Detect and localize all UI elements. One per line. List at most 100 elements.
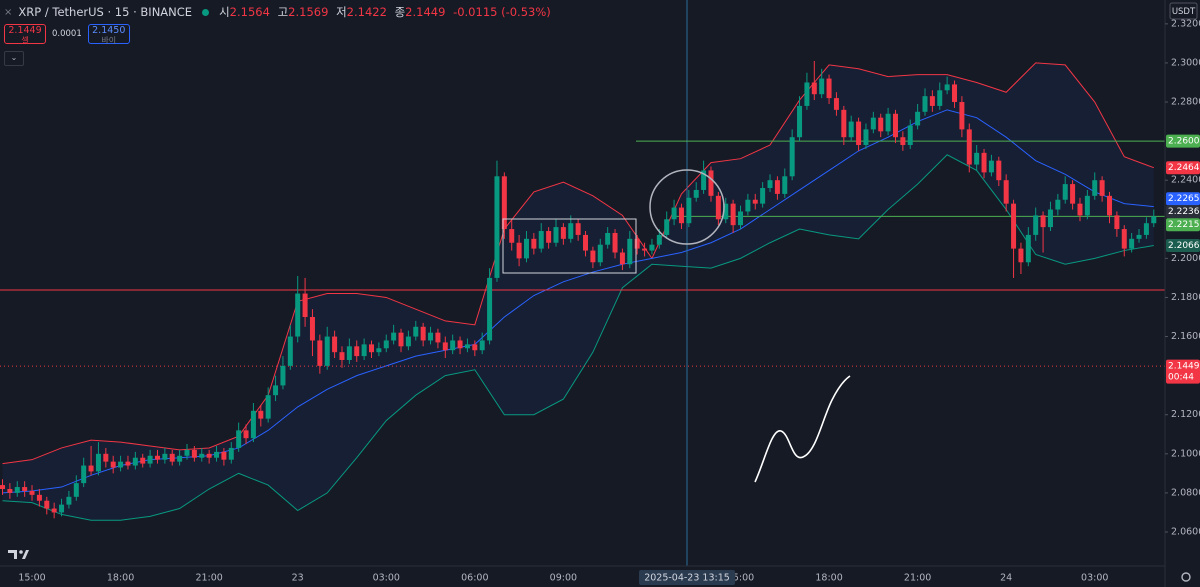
candle-body	[332, 336, 338, 353]
crosshair-tag	[639, 570, 735, 585]
candle-body	[1151, 216, 1157, 224]
price-axis	[1165, 0, 1200, 587]
candle-body	[1099, 180, 1105, 196]
candle-body	[36, 494, 42, 501]
candle-body	[154, 455, 160, 460]
candle-body	[413, 326, 419, 337]
sell-price[interactable]: 2.1449	[8, 25, 42, 36]
candle-body	[619, 252, 625, 265]
candle-body	[1025, 234, 1031, 263]
candle-body	[767, 180, 773, 189]
buy-label[interactable]: 바이	[101, 36, 117, 45]
candle-body	[974, 152, 980, 165]
candle-body	[952, 84, 958, 103]
x-tick-label: 15:00	[727, 573, 754, 584]
ohlc: 시2.1564 고2.1569 저2.1422 종2.1449 -0.0115 …	[219, 4, 555, 20]
symbol[interactable]: XRP / TetherUS · 15 · BINANCE	[18, 5, 193, 19]
y-tick-label: 2.2000	[1171, 253, 1200, 264]
candle-body	[295, 293, 301, 337]
header: × XRP / TetherUS · 15 · BINANCE 시2.1564 …	[4, 2, 555, 66]
candle-body	[339, 352, 345, 361]
candle-body	[760, 188, 766, 204]
buy-price[interactable]: 2.1450	[92, 25, 126, 36]
currency[interactable]: USDT	[1172, 7, 1196, 17]
candle-body	[487, 277, 493, 341]
candle-body	[1121, 229, 1127, 249]
candle-body	[1136, 234, 1142, 239]
candle-body	[147, 455, 153, 464]
price-tag	[1166, 161, 1200, 175]
candle-body	[1077, 203, 1083, 216]
candle-body	[752, 199, 758, 204]
candle-body	[797, 105, 803, 138]
candle-body	[988, 160, 994, 173]
candle-body	[878, 117, 884, 132]
candle-body	[929, 96, 935, 106]
ohlc-label: 저	[336, 5, 347, 19]
candle-body	[863, 129, 869, 146]
candle-body	[774, 180, 780, 194]
candle-body	[782, 176, 788, 194]
price-tag-label: 2.2265	[1168, 194, 1200, 204]
collapse-button[interactable]: ⌄	[4, 51, 24, 66]
buy-button[interactable]: 2.1450 바이	[87, 24, 130, 45]
candle-body	[538, 231, 544, 249]
x-tick-label: 24	[1000, 573, 1012, 584]
candle-body	[1018, 248, 1024, 263]
candle-body	[848, 121, 854, 138]
candle-body	[789, 137, 795, 177]
candle-body	[369, 344, 374, 353]
candle-body	[391, 332, 397, 341]
price-tag-label: 2.2066	[1168, 241, 1200, 251]
candle-body	[686, 197, 692, 224]
candle-body	[708, 170, 714, 196]
ohlc-value: 2.1449	[405, 5, 446, 19]
candle-body	[457, 340, 463, 349]
candle-body	[996, 160, 1002, 181]
candle-body	[738, 211, 743, 226]
candle-body	[575, 223, 581, 235]
settings-icon[interactable]	[1181, 572, 1191, 582]
candle-body	[597, 244, 603, 263]
candle-body	[944, 84, 950, 91]
candle-body	[693, 189, 699, 198]
candle-body	[856, 121, 862, 146]
y-tick-label: 2.0600	[1171, 526, 1200, 537]
drawn-brush	[754, 375, 851, 483]
candle-body	[811, 82, 817, 95]
ohlc-value: 2.1422	[346, 5, 387, 19]
candle-body	[1092, 180, 1098, 196]
candle-body	[959, 102, 965, 130]
candle-body	[715, 195, 721, 220]
x-axis: 15:00 18:00 21:00 23 03:00 06:00 09:00 15:00 18:…	[18, 573, 1108, 584]
candle-body	[221, 451, 227, 460]
candle-body	[22, 487, 28, 491]
candle-body	[7, 488, 13, 493]
candle-body	[66, 496, 72, 505]
candle-body	[1070, 184, 1076, 204]
sell-button[interactable]: 2.1449 셀	[4, 24, 46, 45]
x-tick-label: 03:00	[373, 573, 400, 584]
currency-box[interactable]	[1169, 2, 1198, 20]
candle-body	[553, 227, 559, 243]
y-tick-label: 2.1600	[1171, 331, 1200, 342]
candle-body	[678, 207, 684, 224]
candle-body	[280, 365, 286, 386]
status-dot	[202, 8, 210, 16]
sell-label[interactable]: 셀	[21, 36, 29, 45]
candle-body	[450, 340, 456, 351]
close-icon[interactable]: ×	[4, 6, 13, 18]
candle-body	[671, 207, 677, 220]
candle-body	[1055, 199, 1061, 210]
x-tick-label: 03:00	[1081, 573, 1108, 584]
candle-body	[302, 293, 308, 318]
price-tag-label: 2.2236	[1168, 207, 1200, 217]
candle-body	[583, 234, 589, 251]
candle-body	[346, 346, 352, 361]
candle-body	[140, 457, 146, 464]
candle-body	[627, 238, 633, 265]
candle-body	[642, 248, 648, 251]
